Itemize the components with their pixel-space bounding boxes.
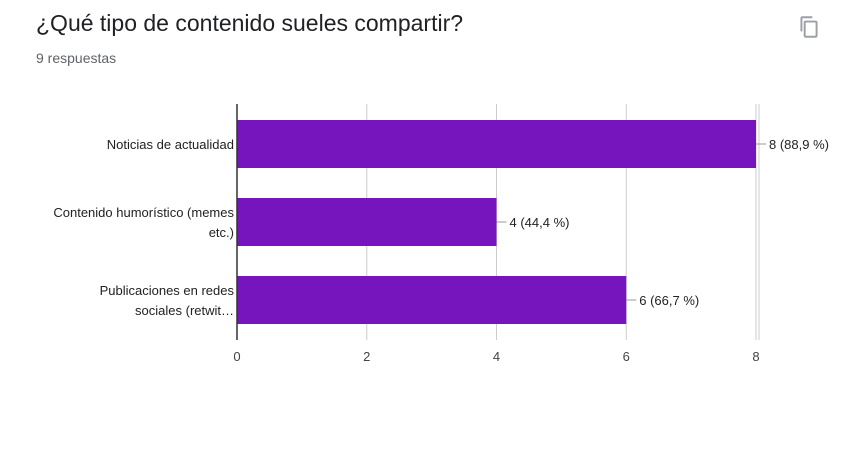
category-label: sociales (retwit… <box>135 303 234 318</box>
x-tick-label: 4 <box>493 349 500 364</box>
question-title: ¿Qué tipo de contenido sueles compartir? <box>36 10 464 36</box>
data-label: 8 (88,9 %) <box>769 137 829 152</box>
category-label: Noticias de actualidad <box>107 137 234 152</box>
x-tick-label: 0 <box>233 349 240 364</box>
data-label: 6 (66,7 %) <box>639 293 699 308</box>
bar <box>237 276 627 324</box>
category-label: Contenido humorístico (memes <box>53 205 234 220</box>
bar <box>237 198 497 246</box>
data-label: 4 (44,4 %) <box>510 215 570 230</box>
response-count: 9 respuestas <box>36 50 117 66</box>
category-label: etc.) <box>209 225 234 240</box>
x-tick-label: 8 <box>752 349 759 364</box>
x-tick-label: 2 <box>363 349 370 364</box>
x-tick-label: 6 <box>623 349 630 364</box>
copy-icon[interactable] <box>796 14 822 40</box>
category-label: Publicaciones en redes <box>100 283 235 298</box>
bar <box>237 120 756 168</box>
